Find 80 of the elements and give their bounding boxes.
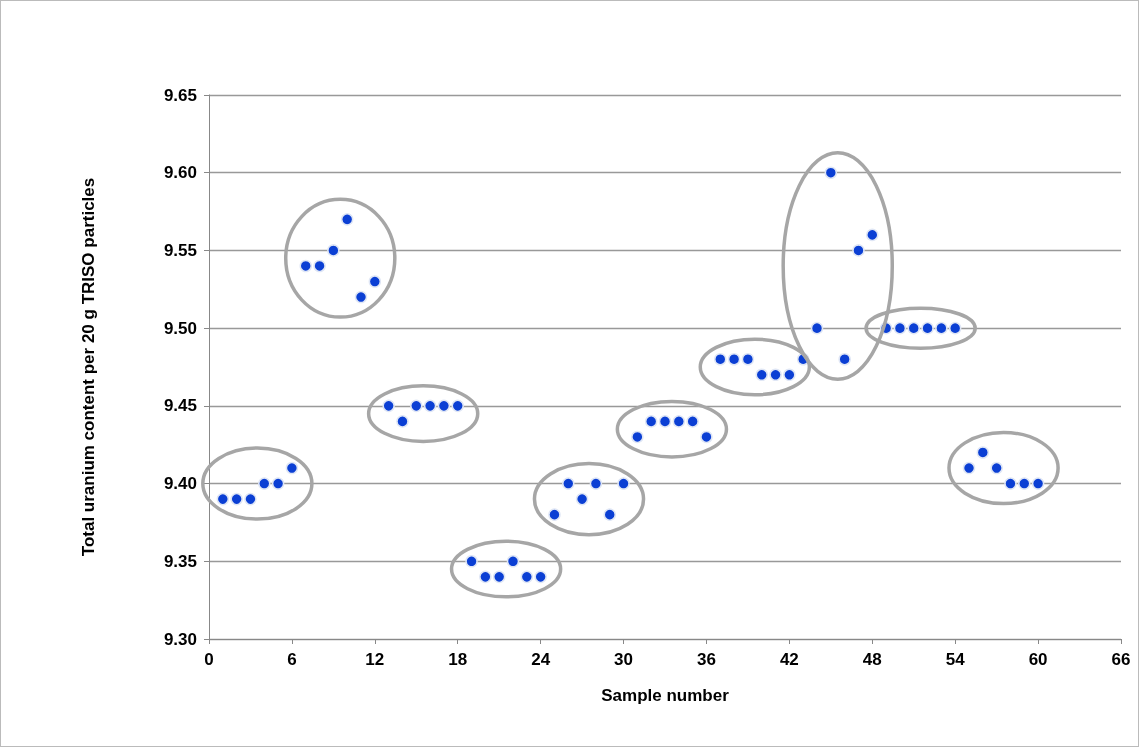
point [948,321,962,335]
point [935,321,948,335]
point [506,555,520,568]
point [520,570,534,584]
point [382,399,395,413]
y-tick-label: 9.55 [163,240,197,260]
point [672,415,686,428]
point [810,321,824,335]
point [562,477,575,490]
x-tick-label: 30 [614,650,634,669]
y-tick-label: 9.50 [163,318,197,338]
point [340,213,354,226]
x-tick-label: 42 [779,650,799,669]
point [921,321,934,335]
point [492,570,506,584]
point [271,477,285,490]
y-tick-label: 9.60 [163,163,197,183]
point [755,368,768,382]
x-tick-label: 0 [204,650,214,669]
x-tick-label: 36 [696,650,716,669]
point [354,290,368,304]
point [838,352,851,366]
point [285,461,299,475]
point [1004,477,1017,490]
point [866,228,879,242]
x-tick-label: 18 [448,650,468,669]
point [368,275,382,288]
point [534,570,547,584]
point [631,430,644,444]
x-tick-label: 60 [1028,650,1048,669]
point [1018,477,1031,490]
y-tick-label: 9.35 [163,551,197,571]
x-tick-label: 48 [862,650,882,669]
point [230,492,243,506]
point [479,570,492,584]
point [603,508,616,521]
point [769,368,782,382]
point [327,244,340,257]
y-axis-title: Total uranium content per 20 g TRISO particles [79,177,98,557]
point [852,244,865,257]
y-tick-label: 9.65 [163,85,197,105]
point [423,399,437,413]
point [299,259,312,273]
point [465,555,478,568]
point [907,321,920,335]
point [410,399,423,413]
point [617,477,630,490]
point [396,415,409,428]
point [244,492,257,506]
y-tick-label: 9.40 [163,474,197,494]
point [216,492,230,506]
point [962,461,976,475]
point [548,508,561,521]
point [1031,477,1045,490]
x-tick-label: 24 [531,650,551,669]
x-tick-label: 6 [287,650,297,669]
point [727,352,741,366]
y-tick-label: 9.45 [163,396,197,416]
point [575,492,589,506]
x-tick-label: 66 [1111,650,1131,669]
point [741,352,755,366]
point [990,461,1003,475]
x-axis-title: Sample number [601,686,730,705]
point [700,430,713,444]
point [976,446,990,459]
point [644,415,658,428]
point [686,415,699,428]
point [783,368,796,382]
point [714,352,727,366]
point [451,399,464,413]
point [658,415,672,428]
point [437,399,451,413]
point [893,321,907,335]
point [258,477,271,490]
x-tick-label: 54 [945,650,966,669]
x-tick-label: 12 [365,650,385,669]
point [313,259,326,273]
point [589,477,603,490]
y-tick-label: 9.30 [163,629,197,649]
point [824,166,838,179]
